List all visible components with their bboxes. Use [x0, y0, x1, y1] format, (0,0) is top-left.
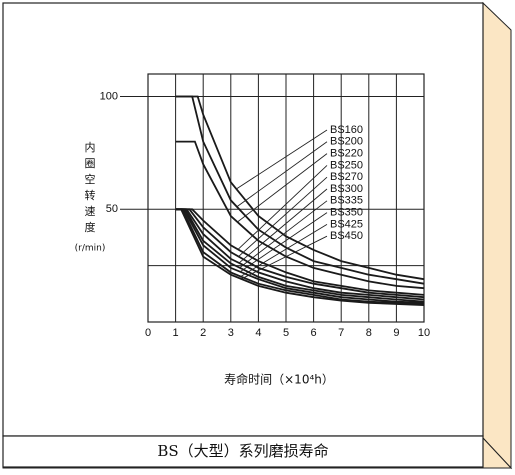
curve	[175, 208, 425, 306]
leader-line	[240, 224, 328, 277]
legend-label: BS450	[330, 230, 363, 242]
y-tick-label: 50	[106, 203, 118, 215]
legend-label: BS220	[330, 148, 363, 160]
y-axis-label: 内	[85, 140, 96, 154]
y-tick-label: 100	[100, 90, 118, 102]
y-axis-label: 度	[85, 220, 96, 234]
leader-line	[237, 165, 328, 250]
frame-front	[2, 2, 484, 437]
curve	[175, 95, 425, 281]
legend-label: BS200	[330, 136, 363, 148]
legend-label: BS335	[330, 195, 363, 207]
curve	[175, 208, 425, 303]
curve	[175, 208, 425, 305]
x-tick-label: 1	[173, 327, 179, 339]
leader-line	[236, 141, 328, 208]
legend-label: BS300	[330, 183, 363, 195]
x-tick-label: 3	[228, 327, 234, 339]
y-axis-label: 空	[85, 172, 96, 186]
x-tick-label: 4	[255, 327, 261, 339]
curve	[175, 208, 425, 304]
leader-line	[238, 188, 328, 264]
y-axis-label: 圈	[85, 157, 96, 170]
y-axis-label: (r/min)	[75, 244, 106, 254]
x-tick-label: 0	[145, 327, 151, 339]
x-tick-label: 8	[366, 327, 372, 339]
legend-label: BS160	[330, 124, 363, 136]
curve	[175, 208, 425, 299]
legend-label: BS350	[330, 207, 363, 219]
curve	[175, 208, 425, 301]
x-tick-label: 5	[283, 327, 289, 339]
chart-title: BS（大型）系列磨损寿命	[157, 442, 328, 460]
x-axis-label: 寿命时间（×10⁴h）	[224, 372, 334, 387]
caption-box	[2, 435, 484, 468]
curve	[175, 208, 425, 296]
leader-line	[238, 176, 328, 257]
curve	[175, 95, 425, 285]
x-tick-label: 6	[311, 327, 317, 339]
frame-side	[482, 1, 512, 470]
x-tick-label: 10	[418, 327, 430, 339]
leader-line	[241, 235, 328, 280]
leader-line	[236, 129, 328, 190]
y-axis-label: 转	[85, 188, 96, 202]
leader-line	[239, 200, 328, 269]
x-tick-label: 7	[338, 327, 344, 339]
legend-label: BS250	[330, 159, 363, 171]
leader-line	[239, 212, 328, 273]
leader-line	[237, 153, 328, 223]
legend-label: BS425	[330, 218, 363, 230]
x-tick-label: 2	[200, 327, 206, 339]
legend-label: BS270	[330, 171, 363, 183]
y-axis-label: 速	[85, 205, 96, 218]
x-tick-label: 9	[393, 327, 399, 339]
